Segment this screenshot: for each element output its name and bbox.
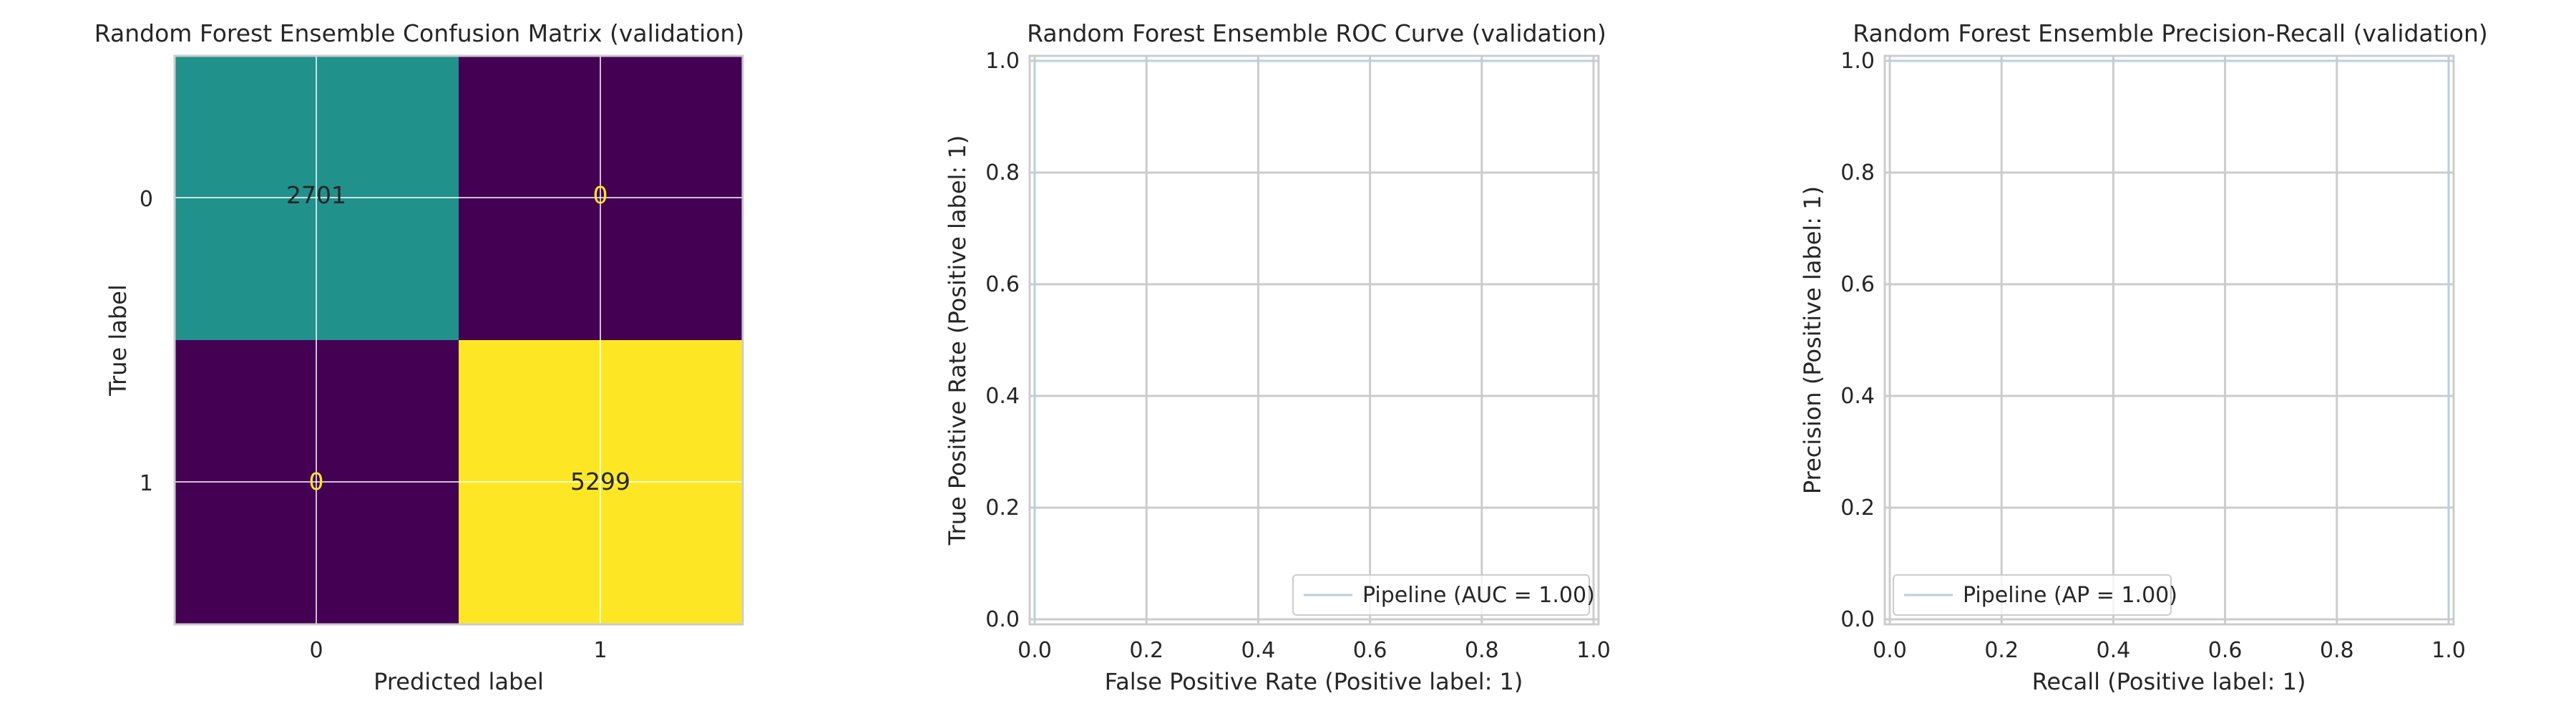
roc-xtick-0: 0.0 — [1018, 638, 1052, 663]
cm-value-0-1: 0 — [593, 181, 608, 209]
pr-legend-box — [1893, 574, 2172, 616]
roc-ytick-5: 1.0 — [985, 49, 1020, 74]
pr-ytick-4: 0.8 — [1840, 160, 1875, 185]
roc-title: Random Forest Ensemble ROC Curve (valida… — [1027, 19, 1606, 47]
pr-xlabel: Recall (Positive label: 1) — [2032, 668, 2306, 695]
roc-ytick-3: 0.6 — [985, 272, 1020, 297]
cm-value-1-0: 0 — [309, 468, 324, 495]
roc-ytick-4: 0.8 — [985, 160, 1020, 185]
pr-legend: Pipeline (AP = 1.00) — [1893, 574, 2177, 616]
pr-xtick-3: 0.6 — [2208, 638, 2243, 663]
roc-grid — [1030, 56, 1599, 624]
pr-xtick-5: 1.0 — [2431, 638, 2466, 663]
cm-ytick-1: 1 — [140, 471, 153, 496]
pr-ytick-0: 0.0 — [1840, 607, 1875, 632]
roc-xtick-1: 0.2 — [1129, 638, 1163, 663]
roc-xlabel: False Positive Rate (Positive label: 1) — [1105, 668, 1523, 695]
cm-frame — [173, 54, 744, 626]
pr-xtick-1: 0.2 — [1984, 638, 2019, 663]
cm-xlabel: Predicted label — [374, 668, 544, 695]
pr-xtick-0: 0.0 — [1873, 638, 1907, 663]
roc-xtick-4: 0.8 — [1465, 638, 1499, 663]
roc-series-line — [1033, 59, 1594, 619]
roc-frame — [1028, 54, 1600, 626]
pr-ylabel: Precision (Positive label: 1) — [1799, 186, 1826, 494]
pr-ytick-3: 0.6 — [1840, 272, 1875, 297]
pr-frame — [1883, 54, 2455, 626]
cm-grid — [175, 56, 743, 624]
pr-grid — [1885, 56, 2454, 624]
roc-ticks: 0.0 0.2 0.4 0.6 0.8 1.0 0.0 0.2 0.4 0.6 0.8 1.0 — [985, 49, 1611, 663]
roc-ytick-1: 0.2 — [985, 495, 1020, 521]
pr-panel: Random Forest Ensemble Precision-Recall … — [1799, 19, 2488, 695]
pr-xtick-2: 0.4 — [2097, 638, 2131, 663]
roc-ytick-2: 0.4 — [985, 384, 1020, 409]
pr-legend-label: Pipeline (AP = 1.00) — [1963, 583, 2177, 608]
cm-xtick-0: 0 — [309, 638, 323, 663]
roc-ylabel: True Positive Rate (Positive label: 1) — [944, 135, 971, 546]
roc-legend-box — [1292, 574, 1590, 616]
pr-ytick-1: 0.2 — [1840, 495, 1875, 521]
roc-xtick-2: 0.4 — [1241, 638, 1276, 663]
cm-cells — [175, 56, 743, 624]
cm-ytick-0: 0 — [140, 187, 153, 212]
roc-xtick-3: 0.6 — [1353, 638, 1387, 663]
cm-value-1-1: 5299 — [570, 468, 630, 495]
cm-xtick-1: 1 — [593, 638, 607, 663]
pr-series-line — [1890, 59, 2450, 619]
pr-ytick-2: 0.4 — [1840, 384, 1875, 409]
roc-legend-label: Pipeline (AUC = 1.00) — [1362, 583, 1595, 608]
roc-ytick-0: 0.0 — [985, 607, 1020, 632]
cm-value-0-0: 2701 — [286, 181, 346, 209]
cm-ylabel: True label — [104, 284, 132, 397]
confusion-matrix-panel: Random Forest Ensemble Confusion Matrix … — [94, 19, 744, 695]
pr-xtick-4: 0.8 — [2320, 638, 2354, 663]
pr-ticks: 0.0 0.2 0.4 0.6 0.8 1.0 0.0 0.2 0.4 0.6 0.8 1.0 — [1840, 49, 2466, 663]
roc-xtick-5: 1.0 — [1576, 638, 1611, 663]
cm-title: Random Forest Ensemble Confusion Matrix … — [94, 19, 744, 47]
pr-ytick-5: 1.0 — [1840, 49, 1875, 74]
pr-title: Random Forest Ensemble Precision-Recall … — [1853, 19, 2488, 47]
roc-legend: Pipeline (AUC = 1.00) — [1292, 574, 1595, 616]
roc-panel: Random Forest Ensemble ROC Curve (valida… — [944, 19, 1611, 695]
